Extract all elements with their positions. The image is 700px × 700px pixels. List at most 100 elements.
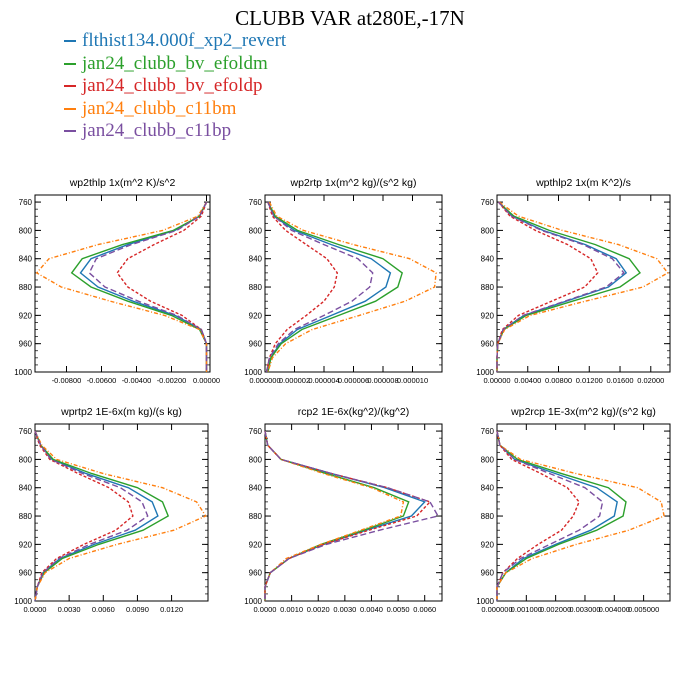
legend-swatch bbox=[64, 107, 76, 110]
x-tick-label: -0.00200 bbox=[157, 376, 187, 385]
series-line bbox=[265, 201, 374, 373]
series-line bbox=[267, 201, 437, 373]
panel-title: wprtp2 1E-6x(m kg)/(s kg) bbox=[60, 406, 182, 418]
x-tick-label: -0.00800 bbox=[52, 376, 82, 385]
y-tick-label: 760 bbox=[481, 198, 495, 207]
series-line bbox=[496, 201, 599, 372]
y-tick-label: 880 bbox=[19, 283, 33, 292]
y-tick-label: 800 bbox=[249, 455, 263, 464]
y-tick-label: 760 bbox=[249, 427, 263, 436]
legend-item: jan24_clubb_c11bp bbox=[64, 120, 286, 143]
y-tick-label: 960 bbox=[249, 340, 263, 349]
x-tick-label: 0.0120 bbox=[160, 605, 183, 614]
x-tick-label: -0.00400 bbox=[122, 376, 152, 385]
series-line bbox=[264, 430, 432, 601]
legend-label: flthist134.000f_xp2_revert bbox=[82, 30, 287, 51]
x-tick-label: 0.000002 bbox=[279, 376, 310, 385]
y-tick-label: 800 bbox=[19, 455, 33, 464]
series-line bbox=[264, 430, 440, 601]
y-tick-label: 1000 bbox=[244, 368, 262, 377]
y-tick-label: 920 bbox=[19, 540, 33, 549]
x-tick-label: 0.01600 bbox=[606, 376, 633, 385]
chart-panel: wp2thlp 1x(m^2 K)/s^2 760 800 840 880 920 960 1… bbox=[14, 177, 220, 385]
series-line bbox=[35, 201, 208, 372]
series-line bbox=[496, 430, 627, 601]
series-line bbox=[267, 201, 404, 373]
series-line bbox=[264, 430, 405, 601]
y-tick-label: 1000 bbox=[476, 597, 494, 606]
x-tick-label: 0.003000 bbox=[569, 605, 600, 614]
x-tick-label: 0.0040 bbox=[360, 605, 383, 614]
y-tick-label: 840 bbox=[481, 255, 495, 264]
y-tick-label: 1000 bbox=[14, 597, 32, 606]
x-tick-label: 0.0010 bbox=[280, 605, 303, 614]
legend-label: jan24_clubb_c11bp bbox=[82, 120, 232, 141]
panel-title: wp2rtp 1x(m^2 kg)/(s^2 kg) bbox=[290, 177, 417, 189]
y-tick-label: 760 bbox=[249, 198, 263, 207]
plot-frame bbox=[34, 423, 209, 602]
legend-label: jan24_clubb_bv_efoldp bbox=[82, 75, 263, 96]
chart-panel: wp2rcp 1E-3x(m^2 kg)/(s^2 kg) 760 800 840 88… bbox=[476, 406, 671, 614]
y-tick-label: 840 bbox=[249, 484, 263, 493]
y-tick-label: 840 bbox=[249, 255, 263, 264]
y-tick-label: 880 bbox=[19, 512, 33, 521]
series-line bbox=[496, 430, 665, 601]
y-tick-label: 1000 bbox=[244, 597, 262, 606]
plot-frame bbox=[496, 423, 671, 602]
x-tick-label: 0.001000 bbox=[511, 605, 542, 614]
y-tick-label: 800 bbox=[481, 455, 495, 464]
y-tick-label: 760 bbox=[481, 427, 495, 436]
x-tick-label: 0.000010 bbox=[397, 376, 428, 385]
series-line bbox=[34, 430, 159, 602]
x-tick-label: 0.000000 bbox=[481, 605, 512, 614]
series-line bbox=[267, 201, 392, 373]
series-line bbox=[265, 201, 339, 373]
series-line bbox=[34, 430, 134, 602]
x-tick-label: 0.02000 bbox=[637, 376, 664, 385]
x-tick-label: 0.0030 bbox=[333, 605, 356, 614]
x-tick-label: 0.0050 bbox=[387, 605, 410, 614]
legend-swatch bbox=[64, 40, 76, 43]
y-tick-label: 840 bbox=[19, 255, 33, 264]
legend-label: jan24_clubb_bv_efoldm bbox=[82, 52, 268, 74]
x-tick-label: 0.000000 bbox=[249, 376, 280, 385]
x-tick-label: 0.00400 bbox=[514, 376, 541, 385]
x-tick-label: 0.0000 bbox=[254, 605, 277, 614]
y-tick-label: 760 bbox=[19, 427, 33, 436]
x-tick-label: 0.000006 bbox=[338, 376, 369, 385]
x-tick-label: 0.0000 bbox=[24, 605, 47, 614]
y-tick-label: 880 bbox=[481, 512, 495, 521]
panel-title: wp2thlp 1x(m^2 K)/s^2 bbox=[69, 177, 176, 189]
chart-panel: wpthlp2 1x(m K^2)/s 760 800 840 880 920 960 100… bbox=[476, 177, 671, 385]
series-line bbox=[34, 430, 149, 602]
y-tick-label: 880 bbox=[481, 283, 495, 292]
legend-item: jan24_clubb_bv_efoldp bbox=[64, 75, 286, 98]
legend-item: jan24_clubb_bv_efoldm bbox=[64, 53, 286, 76]
y-tick-label: 920 bbox=[249, 311, 263, 320]
panel-title: wp2rcp 1E-3x(m^2 kg)/(s^2 kg) bbox=[510, 406, 656, 418]
x-tick-label: 0.0020 bbox=[307, 605, 330, 614]
series-line bbox=[70, 201, 208, 372]
y-tick-label: 760 bbox=[19, 198, 33, 207]
plot-frame bbox=[264, 423, 443, 602]
series-line bbox=[496, 201, 628, 372]
y-tick-label: 960 bbox=[19, 340, 33, 349]
legend-swatch bbox=[64, 62, 76, 65]
series-line bbox=[496, 201, 669, 372]
series-line bbox=[496, 201, 641, 372]
x-tick-label: 0.0090 bbox=[126, 605, 149, 614]
y-tick-label: 1000 bbox=[14, 368, 32, 377]
y-tick-label: 800 bbox=[481, 226, 495, 235]
series-line bbox=[34, 430, 170, 602]
legend-swatch bbox=[64, 130, 76, 133]
legend-item: jan24_clubb_c11bm bbox=[64, 98, 286, 121]
y-tick-label: 880 bbox=[249, 283, 263, 292]
plot-frame bbox=[264, 194, 443, 373]
y-tick-label: 800 bbox=[249, 226, 263, 235]
x-tick-label: 0.000004 bbox=[308, 376, 339, 385]
series-line bbox=[496, 430, 580, 601]
series-line bbox=[116, 201, 208, 372]
y-tick-label: 920 bbox=[481, 540, 495, 549]
